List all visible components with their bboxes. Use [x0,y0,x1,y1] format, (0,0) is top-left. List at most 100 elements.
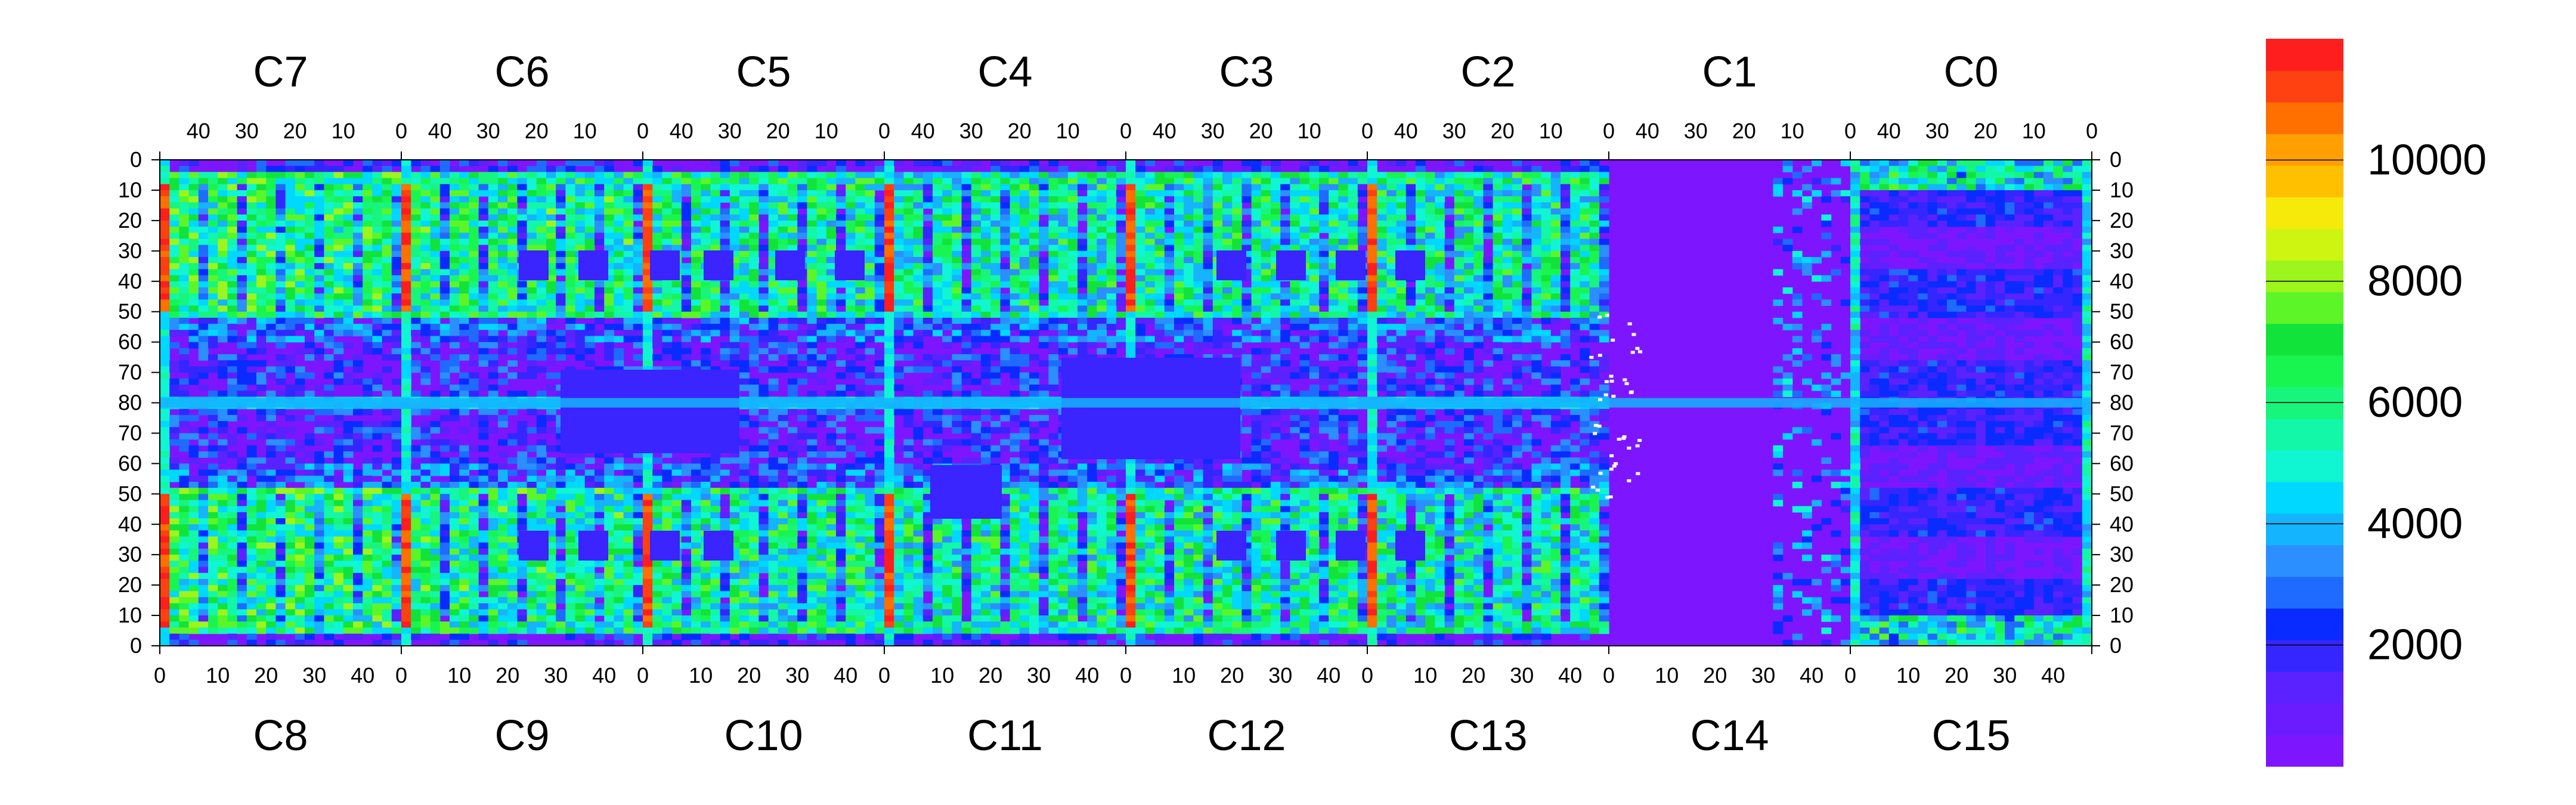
heatmap-cell [807,488,818,494]
heatmap-cell [218,591,228,598]
heatmap-cell [575,208,586,215]
heatmap-cell [498,530,508,537]
heatmap-cell [198,263,209,270]
heatmap-cell [160,561,170,568]
heatmap-cell [816,354,827,361]
heatmap-cell [517,609,528,616]
heatmap-cell [671,220,682,227]
heatmap-cell [643,214,653,221]
heatmap-cell [430,542,441,549]
heatmap-cell [459,621,469,628]
heatmap-cell [382,233,392,240]
heatmap-cell [826,244,837,252]
heatmap-cell [758,239,769,246]
heatmap-cell [604,494,614,501]
heatmap-cell [788,190,798,197]
heatmap-cell [778,639,788,646]
heatmap-cell [450,384,460,391]
heatmap-cell [643,166,653,172]
heatmap-cell [565,244,576,252]
heatmap-cell [816,524,827,531]
heatmap-cell [749,475,759,482]
heatmap-cell [517,311,528,318]
heatmap-cell [324,506,335,513]
heatmap-cell [701,524,711,531]
heatmap-cell [614,500,624,507]
heatmap-cell [391,433,402,440]
heatmap-cell [710,239,721,246]
heatmap-cell [237,244,247,252]
heatmap-cell [450,475,460,482]
heatmap-cell [469,317,479,324]
heatmap-cell [739,530,750,537]
heatmap-cell [169,615,179,622]
heatmap-cell [169,530,179,537]
heatmap-cell [353,324,363,330]
heatmap-cell [788,244,798,252]
heatmap-cell [478,384,489,391]
heatmap-cell [305,621,315,628]
heatmap-cell [546,597,556,604]
heatmap-cell [188,227,199,233]
heatmap-cell [720,524,730,531]
heatmap-cell [671,591,682,598]
heatmap-cell [836,317,846,324]
heatmap-cell [816,615,827,622]
heatmap-cell [305,561,315,568]
heatmap-cell [826,263,837,270]
heatmap-cell [227,257,238,264]
heatmap-cell [652,566,662,574]
heatmap-cell [623,518,634,525]
heatmap-cell [208,220,218,227]
heatmap-cell [256,530,267,537]
heatmap-cell [169,342,179,349]
heatmap-cell [623,287,634,294]
heatmap-cell [256,384,267,391]
heatmap-cell [584,566,595,574]
heatmap-cell [584,336,595,343]
heatmap-cell [363,488,373,494]
heatmap-cell [237,172,247,179]
heatmap-cell [691,275,701,282]
heatmap-cell [391,621,402,628]
heatmap-cell [778,366,788,373]
heatmap-cell [671,244,682,252]
heatmap-cell [382,160,392,166]
heatmap-cell [614,536,624,543]
heatmap-cell [788,227,798,233]
heatmap-cell [266,263,276,270]
heatmap-cell [218,524,228,531]
heatmap-cell [411,408,421,416]
heatmap-cell [517,512,528,519]
heatmap-cell [469,360,479,367]
heatmap-cell [816,421,827,428]
heatmap-cell [546,427,556,434]
heatmap-cell [160,421,170,428]
heatmap-cell [169,360,179,367]
heatmap-cell [420,305,431,312]
heatmap-cell [710,603,721,610]
heatmap-cell [749,202,759,209]
heatmap-cell [246,348,257,355]
heatmap-cell [584,311,595,318]
heatmap-cell [401,439,411,446]
heatmap-cell [836,621,846,628]
heatmap-cell [584,627,595,634]
heatmap-cell [498,536,508,543]
heatmap-cell [729,336,740,343]
heatmap-cell [768,609,779,616]
heatmap-cell [450,639,460,646]
heatmap-cell [488,475,499,482]
heatmap-cell [295,281,305,288]
heatmap-cell [595,214,605,221]
heatmap-cell [488,494,499,501]
heatmap-cell [556,190,566,197]
heatmap-cell [546,542,556,549]
heatmap-cell [507,220,518,227]
heatmap-cell [826,348,837,355]
heatmap-cell [372,463,383,470]
heatmap-cell [556,475,566,482]
heatmap-cell [285,196,296,203]
heatmap-cell [420,299,431,306]
heatmap-cell [401,414,411,422]
